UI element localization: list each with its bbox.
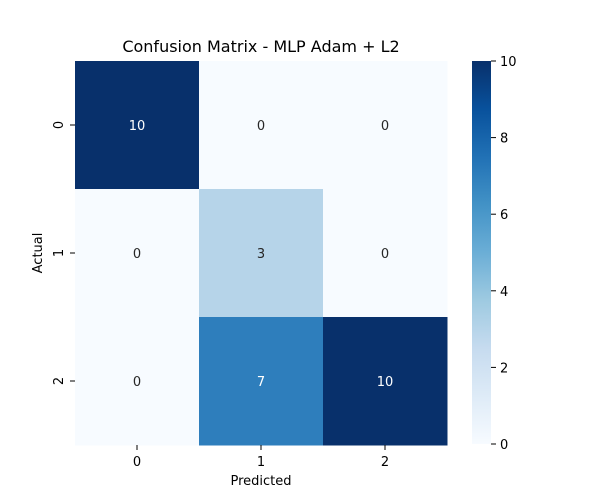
cell-value-label: 0 — [133, 375, 141, 390]
heatmap-cell — [199, 189, 324, 318]
colorbar-tick-label: 6 — [500, 208, 508, 223]
y-axis-ticks: 0 1 2 — [52, 121, 75, 385]
colorbar — [472, 61, 491, 444]
x-tick-label: 1 — [257, 455, 265, 470]
heatmap-cell — [199, 61, 324, 190]
y-axis-label: Actual — [31, 233, 46, 274]
heatmap-cell — [75, 317, 200, 446]
y-tick-label: 1 — [52, 249, 67, 257]
heatmap-cell — [323, 189, 448, 318]
colorbar-tick-label: 4 — [500, 285, 508, 300]
cell-value-label: 10 — [129, 119, 146, 134]
colorbar-ticks: 0 2 4 6 8 10 — [491, 55, 517, 453]
x-tick-label: 0 — [133, 455, 141, 470]
x-axis-label: Predicted — [230, 474, 291, 489]
x-axis-ticks: 0 1 2 — [133, 445, 389, 470]
heatmap-cell — [199, 317, 324, 446]
colorbar-tick-label: 10 — [500, 55, 517, 70]
heatmap-cells: 10 0 0 0 3 0 0 7 10 — [75, 61, 448, 446]
cell-value-label: 0 — [381, 247, 389, 262]
colorbar-tick-label: 2 — [500, 361, 508, 376]
colorbar-tick-label: 8 — [500, 132, 508, 147]
chart-title: Confusion Matrix - MLP Adam + L2 — [122, 37, 399, 56]
heatmap-cell — [75, 61, 200, 190]
heatmap-cell — [75, 189, 200, 318]
colorbar-tick-label: 0 — [500, 438, 508, 453]
heatmap-cell — [323, 317, 448, 446]
cell-value-label: 3 — [257, 247, 265, 262]
cell-value-label: 0 — [133, 247, 141, 262]
y-tick-label: 0 — [52, 121, 67, 129]
cell-value-label: 0 — [381, 119, 389, 134]
x-tick-label: 2 — [381, 455, 389, 470]
heatmap-cell — [323, 61, 448, 190]
cell-value-label: 7 — [257, 375, 265, 390]
cell-value-label: 0 — [257, 119, 265, 134]
cell-value-label: 10 — [377, 375, 394, 390]
y-tick-label: 2 — [52, 377, 67, 385]
